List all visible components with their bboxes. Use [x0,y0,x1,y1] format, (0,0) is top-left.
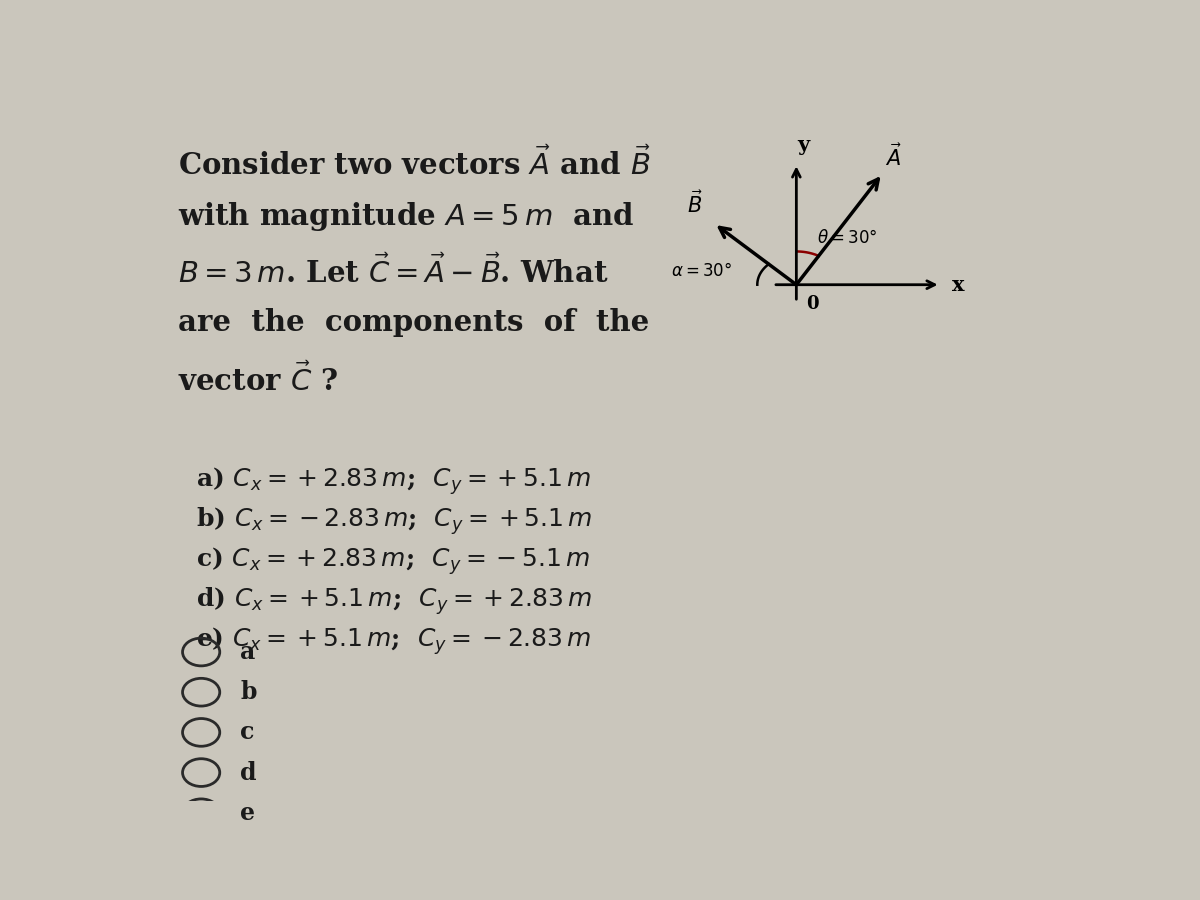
Text: c: c [240,720,254,744]
Text: vector $\vec{C}$ ?: vector $\vec{C}$ ? [178,363,338,397]
Text: are  the  components  of  the: are the components of the [178,309,649,338]
Text: $\theta = 30°$: $\theta = 30°$ [817,230,877,248]
Text: b) $C_x = -2.83\,m$;  $C_y = +5.1\,m$: b) $C_x = -2.83\,m$; $C_y = +5.1\,m$ [197,505,593,536]
Text: $\vec{A}$: $\vec{A}$ [886,143,902,170]
Text: Consider two vectors $\vec{A}$ and $\vec{B}$: Consider two vectors $\vec{A}$ and $\vec… [178,146,652,181]
Text: b: b [240,680,257,704]
Text: $\vec{B}$: $\vec{B}$ [688,190,703,217]
Text: $\alpha = 30°$: $\alpha = 30°$ [671,263,732,281]
Text: $B = 3\,m$. Let $\vec{C} = \vec{A} - \vec{B}$. What: $B = 3\,m$. Let $\vec{C} = \vec{A} - \ve… [178,254,608,289]
Text: y: y [798,135,810,155]
Text: e) $C_x = +5.1\,m$;  $C_y = -2.83\,m$: e) $C_x = +5.1\,m$; $C_y = -2.83\,m$ [197,626,592,657]
Text: e: e [240,801,256,824]
Text: d: d [240,760,257,785]
Text: with magnitude $A = 5\,m$  and: with magnitude $A = 5\,m$ and [178,200,635,233]
Text: a: a [240,640,256,664]
Text: d) $C_x = +5.1\,m$;  $C_y = +2.83\,m$: d) $C_x = +5.1\,m$; $C_y = +2.83\,m$ [197,586,593,617]
Text: a) $C_x = +2.83\,m$;  $C_y = +5.1\,m$: a) $C_x = +2.83\,m$; $C_y = +5.1\,m$ [197,465,592,497]
Text: 0: 0 [805,295,818,313]
Text: c) $C_x = +2.83\,m$;  $C_y = -5.1\,m$: c) $C_x = +2.83\,m$; $C_y = -5.1\,m$ [197,545,590,577]
Text: x: x [952,274,964,294]
